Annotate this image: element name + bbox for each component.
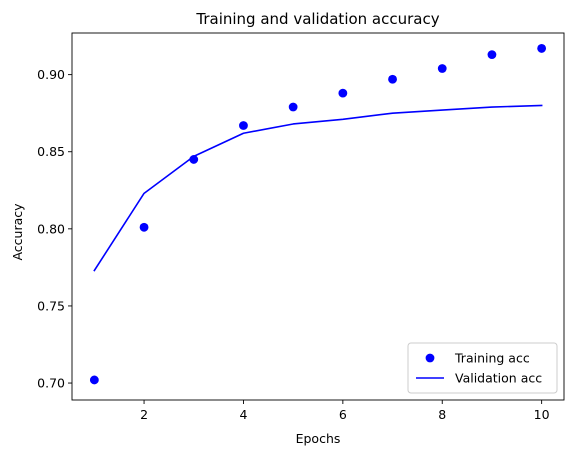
data-point-training [89, 375, 99, 385]
y-tick-label: 0.90 [37, 67, 65, 82]
legend-dot-marker [425, 353, 435, 363]
plot-area [89, 44, 547, 385]
legend-label: Validation acc [455, 371, 542, 386]
legend-box [407, 342, 558, 394]
data-point-training [288, 102, 298, 112]
x-tick-label: 10 [534, 407, 550, 422]
x-axis-label: Epochs [296, 431, 341, 446]
data-point-training [338, 88, 348, 98]
y-axis-label: Accuracy [10, 203, 25, 261]
x-tick-label: 8 [438, 407, 446, 422]
chart-title: Training and validation accuracy [195, 10, 439, 28]
data-point-training [388, 74, 397, 84]
y-tick-label: 0.70 [37, 376, 65, 391]
data-point-training [537, 44, 547, 53]
y-tick-label: 0.80 [37, 221, 65, 236]
y-tick-label: 0.85 [37, 144, 65, 159]
data-point-training [487, 50, 497, 59]
y-tick-label: 0.75 [37, 298, 65, 313]
x-tick-label: 2 [140, 407, 148, 422]
data-point-training [437, 64, 447, 73]
axes: 2 4 6 8 10 0.70 0.75 0.80 0.85 0.90 [37, 32, 565, 422]
legend-label: Training acc [454, 351, 530, 366]
legend: Training acc Validation acc [407, 342, 558, 394]
series-line-validation [93, 104, 543, 272]
x-tick-label: 6 [339, 407, 347, 422]
axes-frame [71, 32, 565, 401]
data-point-training [139, 222, 149, 232]
x-tick-label: 4 [239, 407, 247, 422]
data-point-training [239, 121, 248, 130]
